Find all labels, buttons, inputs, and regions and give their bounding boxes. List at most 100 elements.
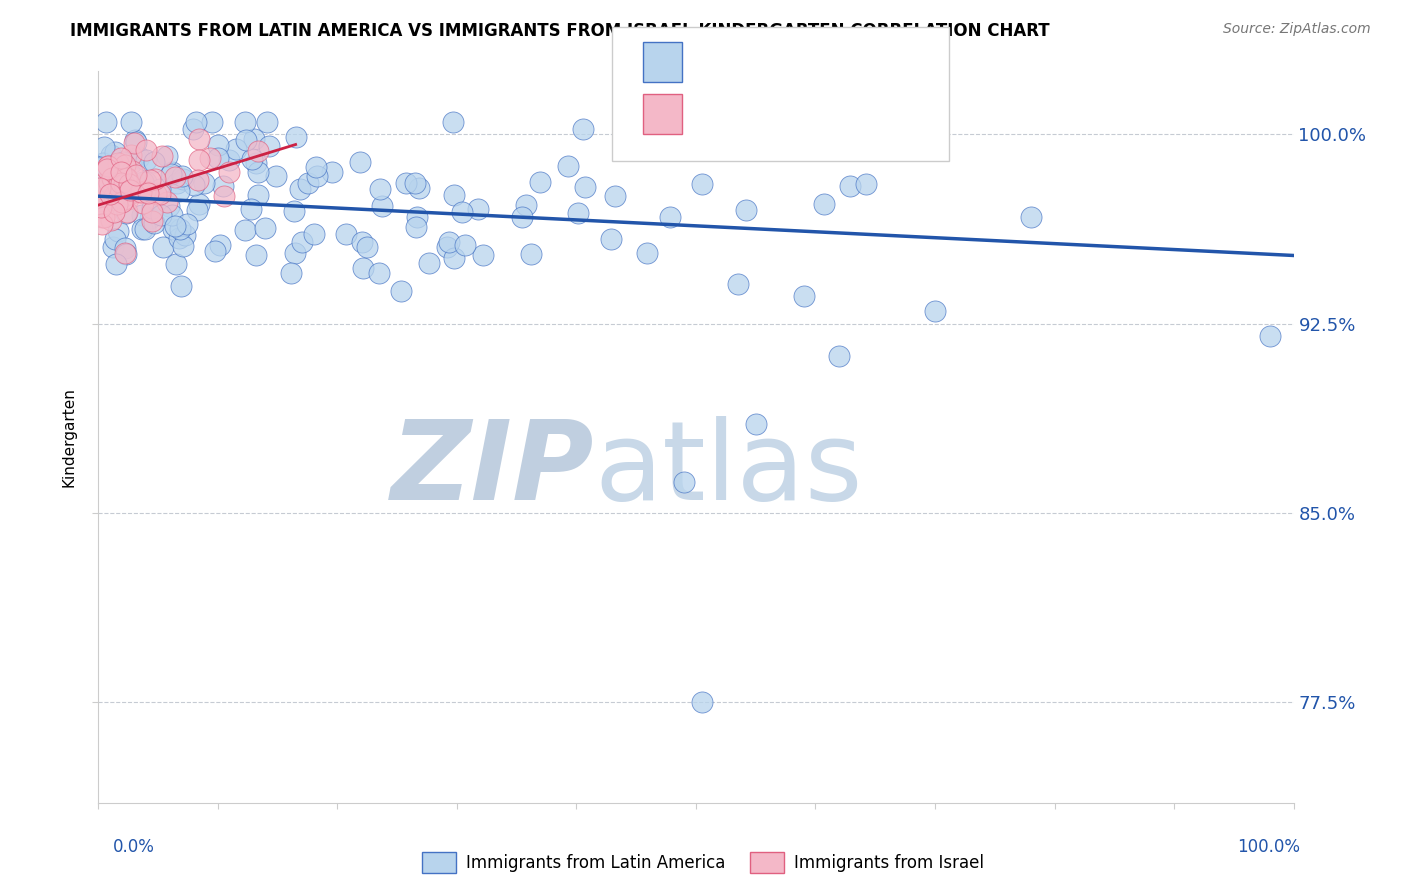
Point [352,260,374,275]
Point [567,206,589,220]
Point [162,222,184,236]
Point [443,251,465,265]
Point [204,244,226,258]
Point [658,210,681,224]
Point [115,171,138,186]
Text: Source: ZipAtlas.com: Source: ZipAtlas.com [1223,22,1371,37]
Point [793,289,815,303]
Point [98,186,121,201]
Point [256,115,278,129]
Point [304,227,326,241]
Point [520,247,543,261]
Point [735,203,758,218]
Point [90,194,112,208]
Point [673,475,696,490]
Point [149,187,172,202]
Point [93,140,115,154]
Point [186,173,208,187]
Y-axis label: Kindergarten: Kindergarten [62,387,77,487]
Point [111,154,134,169]
Point [349,155,371,169]
Point [134,185,156,199]
Point [405,210,427,224]
Point [91,217,114,231]
Point [107,176,129,190]
Point [247,145,270,159]
Point [131,208,153,222]
Point [233,115,256,129]
Point [924,304,946,318]
Point [136,186,159,200]
Point [143,154,166,169]
Point [245,248,267,262]
Point [101,177,124,191]
Text: 100.0%: 100.0% [1237,838,1301,855]
Point [235,133,257,147]
Point [124,133,146,147]
Point [97,160,120,174]
Point [165,219,187,233]
Point [132,196,155,211]
Point [240,152,263,166]
Point [141,205,163,219]
Point [173,227,195,242]
Point [225,142,247,156]
Point [418,256,440,270]
Point [451,205,474,219]
Point [599,232,621,246]
Point [305,169,328,183]
Point [110,164,132,178]
Point [100,213,122,227]
Point [114,159,136,173]
Point [603,188,626,202]
Point [143,216,166,230]
Point [855,177,877,191]
Point [117,205,139,219]
Point [183,178,205,193]
Point [467,202,489,217]
Point [207,137,229,152]
Point [218,153,240,167]
Text: N =  66: N = 66 [792,104,872,124]
Point [636,246,658,260]
Point [176,217,198,231]
Point [169,222,191,236]
Text: IMMIGRANTS FROM LATIN AMERICA VS IMMIGRANTS FROM ISRAEL KINDERGARTEN CORRELATION: IMMIGRANTS FROM LATIN AMERICA VS IMMIGRA… [70,22,1050,40]
Point [107,224,129,238]
Point [132,176,155,190]
Point [97,175,120,189]
Point [107,187,129,202]
Point [162,165,184,179]
Point [703,135,725,149]
Point [436,240,458,254]
Point [120,156,142,170]
Point [188,132,211,146]
Point [441,115,464,129]
Point [135,175,157,189]
Point [183,122,205,136]
Point [254,221,277,235]
Point [104,257,127,271]
Point [838,178,860,193]
Point [408,181,430,195]
Point [828,350,851,364]
Point [94,115,117,129]
Point [135,153,157,167]
Point [163,170,186,185]
Point [247,188,270,202]
Point [110,176,132,190]
Point [370,199,392,213]
Point [149,182,172,196]
Point [115,170,138,185]
Point [135,143,157,157]
Point [117,192,139,206]
Point [167,185,190,199]
Point [405,176,427,190]
Point [97,186,120,201]
Point [139,173,162,187]
Point [134,222,156,236]
Point [212,178,235,193]
Point [124,151,146,165]
Point [321,165,343,179]
Point [167,231,190,245]
